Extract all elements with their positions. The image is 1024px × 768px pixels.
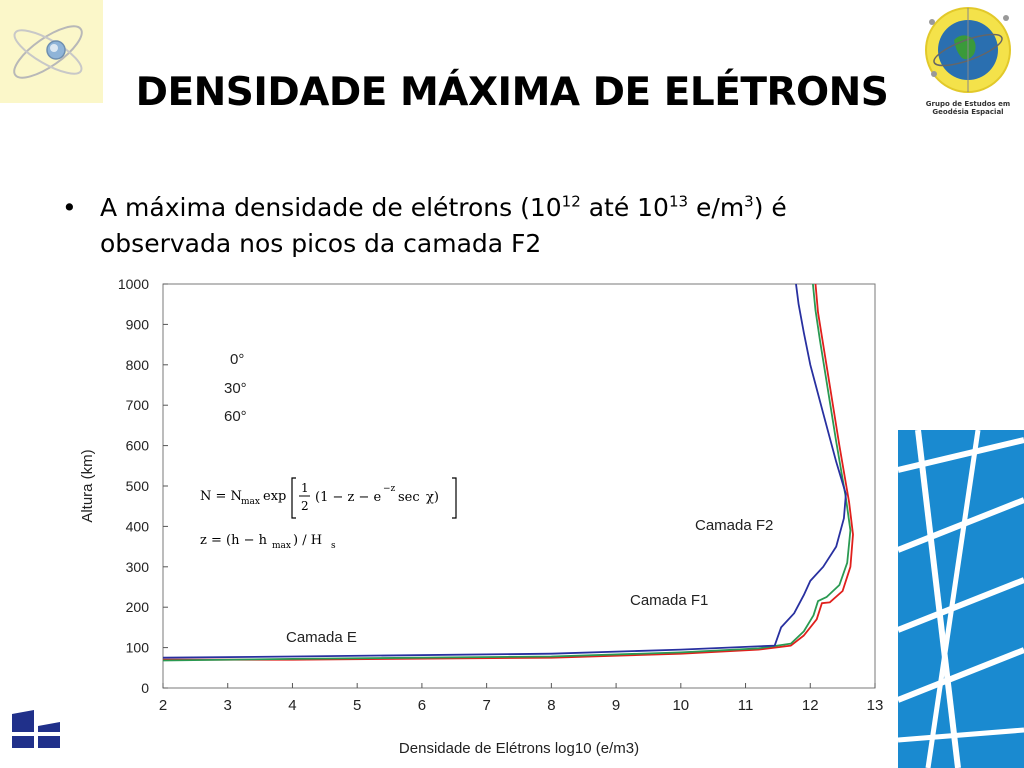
x-tick-label: 11 bbox=[738, 697, 754, 714]
bullet-sup2: 13 bbox=[668, 192, 689, 211]
annotation-camada-f2: Camada F2 bbox=[695, 517, 773, 534]
legend-30deg: 30° bbox=[224, 380, 247, 397]
page-title: DENSIDADE MÁXIMA DE ELÉTRONS bbox=[135, 70, 889, 115]
bullet-text-part4: ) é bbox=[753, 193, 787, 222]
x-tick-label: 7 bbox=[482, 697, 490, 714]
bullet-icon: • bbox=[62, 193, 77, 222]
y-tick-label: 800 bbox=[126, 357, 150, 373]
annotation-camada-e: Camada E bbox=[286, 629, 357, 646]
bullet-sup1: 12 bbox=[561, 192, 581, 211]
y-tick-label: 0 bbox=[141, 680, 149, 696]
svg-text:) / H: ) / H bbox=[293, 533, 322, 548]
globe-logo-icon bbox=[925, 7, 1011, 93]
series-line-2 bbox=[162, 283, 847, 659]
orbit-logo-icon bbox=[13, 25, 83, 79]
bullet-text-line2: observada nos picos da camada F2 bbox=[100, 229, 542, 258]
annotation-camada-f1: Camada F1 bbox=[630, 592, 708, 609]
y-tick-label: 600 bbox=[126, 438, 150, 454]
svg-text:1: 1 bbox=[301, 481, 309, 495]
bullet-sup3: 3 bbox=[744, 192, 754, 211]
x-tick-label: 6 bbox=[418, 697, 426, 714]
y-tick-label: 400 bbox=[126, 518, 150, 534]
svg-text:exp: exp bbox=[263, 489, 286, 504]
legend-0deg: 0° bbox=[230, 351, 244, 368]
x-tick-label: 5 bbox=[353, 697, 361, 714]
x-tick-label: 8 bbox=[547, 697, 555, 714]
x-tick-label: 9 bbox=[612, 697, 620, 714]
svg-text:z = (h − h: z = (h − h bbox=[200, 533, 268, 548]
svg-text:N = N: N = N bbox=[200, 489, 242, 504]
legend-60deg: 60° bbox=[224, 408, 247, 425]
y-tick-label: 300 bbox=[126, 559, 150, 575]
x-tick-label: 10 bbox=[672, 697, 689, 714]
x-tick-label: 2 bbox=[159, 697, 167, 714]
bullet-text-part2: até 10 bbox=[580, 193, 669, 222]
x-tick-label: 4 bbox=[288, 697, 296, 714]
series-line-0 bbox=[163, 283, 854, 661]
svg-text:χ): χ) bbox=[426, 490, 439, 505]
institution-logo bbox=[0, 0, 103, 103]
svg-text:2: 2 bbox=[301, 499, 309, 513]
bullet-text-part3: e/m bbox=[688, 193, 745, 222]
x-tick-label: 3 bbox=[224, 697, 232, 714]
bullet-text: A máxima densidade de elétrons (1012 até… bbox=[100, 190, 980, 262]
density-formula: N = N max exp 1 2 (1 − z − e −z sec χ) z… bbox=[200, 477, 457, 551]
x-axis-label: Densidade de Elétrons log10 (e/m3) bbox=[399, 740, 639, 757]
svg-text:max: max bbox=[272, 541, 291, 551]
x-tick-label: 13 bbox=[867, 697, 884, 714]
svg-text:s: s bbox=[331, 541, 336, 551]
y-tick-label: 500 bbox=[126, 478, 150, 494]
svg-text:max: max bbox=[241, 497, 260, 507]
bullet-text-part1: A máxima densidade de elétrons (10 bbox=[100, 193, 562, 222]
logo-caption: Grupo de Estudos em Geodésia Espacial bbox=[918, 100, 1018, 116]
logo-caption-line1: Grupo de Estudos em bbox=[925, 100, 1011, 108]
y-tick-label: 100 bbox=[126, 640, 150, 656]
group-logo bbox=[918, 4, 1018, 119]
y-tick-label: 200 bbox=[126, 599, 150, 615]
svg-text:(1 − z − e: (1 − z − e bbox=[315, 490, 382, 505]
y-tick-label: 1000 bbox=[118, 276, 149, 292]
logo-caption-line2: Geodésia Espacial bbox=[932, 108, 1004, 116]
y-tick-label: 700 bbox=[126, 397, 150, 413]
y-tick-label: 900 bbox=[126, 316, 150, 332]
svg-text:sec: sec bbox=[398, 490, 420, 505]
density-chart: 2 3 4 5 6 7 8 9 10 11 12 13010020030040050060070080… bbox=[79, 276, 884, 757]
decorative-globe-graphic bbox=[898, 430, 1024, 768]
y-axis-label: Altura (km) bbox=[79, 449, 96, 522]
decorative-emblem-icon bbox=[12, 710, 60, 748]
series-line-1 bbox=[162, 283, 852, 662]
svg-text:−z: −z bbox=[383, 484, 396, 494]
x-tick-label: 12 bbox=[802, 697, 819, 714]
plot-area bbox=[162, 283, 876, 689]
